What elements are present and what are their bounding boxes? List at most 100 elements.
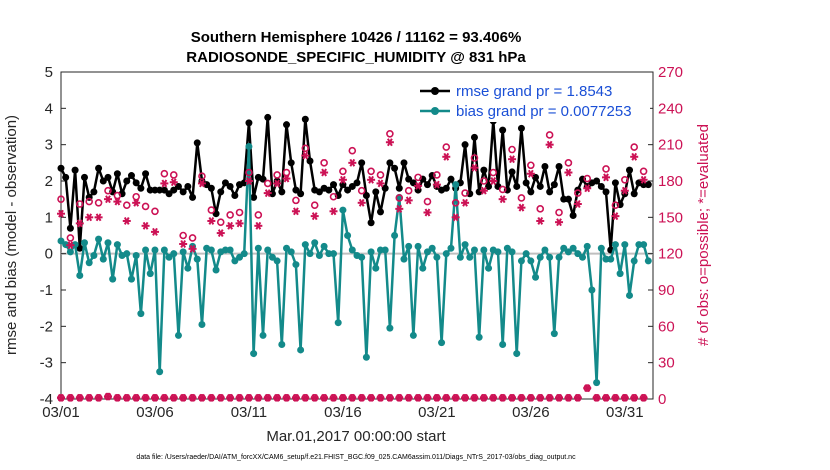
rmse-point: [353, 179, 361, 187]
rmse-point: [400, 159, 408, 167]
bias-point: [306, 250, 314, 258]
bias-point: [480, 246, 488, 254]
obs-evaluated-point: [244, 177, 253, 185]
bias-point: [527, 257, 535, 265]
x-tick-label: 03/16: [324, 404, 362, 421]
rmse-point: [602, 188, 610, 196]
obs-evaluated-point: [113, 197, 122, 206]
obs-evaluated-point: [630, 393, 639, 402]
obs-evaluated-point: [244, 393, 253, 402]
bias-point: [146, 270, 154, 278]
obs-evaluated-point: [329, 393, 338, 402]
obs-possible-point: [104, 186, 112, 195]
bias-point: [550, 330, 558, 338]
rmse-point: [517, 124, 525, 132]
obs-evaluated-point: [414, 181, 423, 190]
obs-evaluated-point: [517, 203, 526, 212]
obs-evaluated-point: [508, 393, 517, 402]
bias-point: [438, 339, 446, 347]
obs-evaluated-point: [489, 393, 498, 402]
bias-point: [113, 241, 121, 249]
y-tick-label-right: 150: [658, 209, 683, 226]
bias-point: [278, 341, 286, 348]
rmse-point: [57, 164, 65, 172]
obs-evaluated-point: [301, 393, 310, 402]
y-axis-label-right: # of obs: o=possible; *=evaluated: [695, 124, 712, 346]
y-tick-label-left: 1: [45, 209, 53, 226]
bias-point: [433, 253, 441, 261]
obs-evaluated-point: [179, 393, 188, 402]
obs-evaluated-point: [404, 196, 413, 205]
obs-possible-point: [395, 194, 404, 202]
obs-evaluated-point: [564, 393, 573, 402]
bias-point: [475, 333, 483, 341]
x-tick-label: 03/06: [136, 404, 174, 421]
obs-evaluated-point: [583, 184, 592, 193]
rmse-point: [330, 181, 338, 189]
bias-point: [95, 235, 103, 243]
rmse-point: [546, 188, 554, 196]
obs-evaluated-point: [611, 212, 620, 221]
rmse-point: [522, 179, 530, 187]
rmse-point: [423, 181, 431, 189]
obs-evaluated-point: [545, 140, 554, 149]
bias-point: [226, 246, 234, 254]
legend-bias-label: bias grand pr = 0.0077253: [456, 103, 632, 120]
rmse-point: [66, 224, 74, 232]
obs-evaluated-point: [282, 174, 291, 183]
bias-point: [367, 248, 375, 256]
rmse-point: [362, 192, 370, 200]
rmse-point: [104, 173, 112, 181]
bias-point: [170, 250, 178, 258]
plot-frame: [60, 71, 654, 400]
y-axis-label-left: rmse and bias (model - observation): [3, 115, 20, 355]
bias-point: [456, 253, 464, 261]
obs-possible-point: [263, 179, 272, 188]
bias-point: [597, 244, 605, 252]
rmse-point: [297, 190, 305, 198]
obs-evaluated-point: [376, 179, 385, 188]
obs-evaluated-point: [602, 173, 611, 182]
obs-possible-point: [508, 145, 516, 154]
obs-evaluated-point: [197, 179, 206, 188]
obs-evaluated-point: [160, 393, 169, 402]
obs-evaluated-point: [207, 393, 216, 402]
obs-evaluated-point: [338, 393, 347, 402]
rmse-point: [62, 173, 70, 181]
obs-possible-point: [235, 208, 244, 217]
rmse-point: [508, 168, 516, 176]
obs-evaluated-point: [611, 393, 620, 402]
obs-possible-point: [489, 168, 498, 177]
obs-evaluated-point: [432, 180, 441, 189]
obs-possible-point: [188, 234, 197, 242]
obs-evaluated-point: [301, 151, 310, 160]
obs-possible-point: [423, 197, 432, 206]
bias-point: [311, 239, 319, 247]
obs-evaluated-point: [545, 393, 554, 402]
bias-point: [400, 255, 408, 263]
obs-possible-point: [198, 172, 206, 180]
bias-point: [240, 250, 248, 258]
bias-point: [273, 257, 281, 265]
rmse-point: [278, 188, 286, 196]
obs-possible-point: [310, 201, 319, 210]
obs-evaluated-point: [357, 393, 366, 402]
obs-evaluated-point: [320, 168, 329, 177]
y-tick-label-right: 210: [658, 137, 683, 154]
legend-bias-marker: [431, 107, 439, 115]
rmse-point: [113, 170, 121, 178]
obs-possible-point: [367, 167, 375, 176]
bias-point: [85, 259, 93, 267]
obs-evaluated-point: [75, 219, 84, 228]
rmse-point: [555, 162, 563, 170]
obs-evaluated-point: [66, 241, 75, 250]
rmse-point: [142, 170, 150, 178]
bias-point: [297, 346, 305, 354]
chart-title: Southern Hemisphere 10426 / 11162 = 93.4…: [191, 29, 522, 46]
obs-evaluated-point: [479, 186, 488, 195]
bias-point: [292, 261, 300, 269]
obs-evaluated-point: [320, 393, 329, 402]
obs-evaluated-point: [508, 155, 517, 164]
obs-evaluated-point: [442, 152, 451, 161]
rmse-point: [264, 113, 272, 121]
